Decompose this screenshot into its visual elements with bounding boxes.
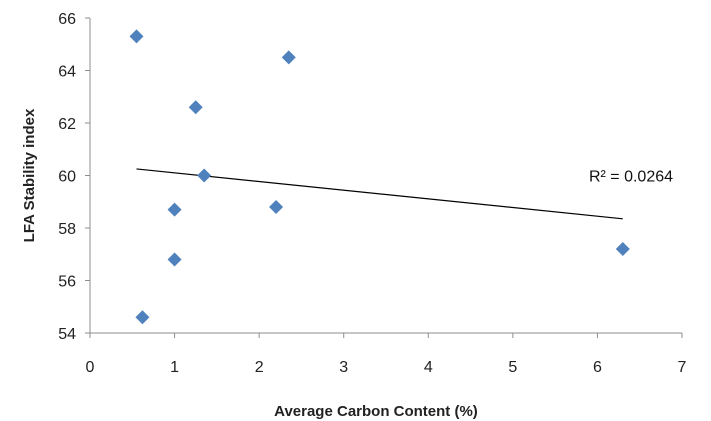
y-tick-label: 54 xyxy=(58,326,76,343)
x-tick-label: 7 xyxy=(678,359,687,376)
data-point xyxy=(188,100,203,115)
y-tick-label: 62 xyxy=(58,116,76,133)
x-tick-label: 0 xyxy=(86,359,95,376)
x-tick-label: 1 xyxy=(170,359,179,376)
r-squared-label: R² = 0.0264 xyxy=(589,169,673,186)
y-axis-ticks: 54 56 58 60 62 64 66 xyxy=(58,11,90,343)
x-tick-label: 5 xyxy=(508,359,517,376)
annotations: R² = 0.0264 xyxy=(589,169,673,186)
y-tick-label: 60 xyxy=(58,169,76,186)
y-tick-label: 66 xyxy=(58,11,76,28)
x-axis-ticks: 0 1 2 3 4 5 6 7 xyxy=(86,333,687,376)
data-point xyxy=(135,310,150,325)
data-point xyxy=(197,168,212,183)
y-tick-label: 64 xyxy=(58,64,76,81)
y-tick-label: 58 xyxy=(58,221,76,238)
x-tick-label: 2 xyxy=(255,359,264,376)
y-axis-title: LFA Stability index xyxy=(21,108,38,242)
data-point xyxy=(167,252,182,267)
y-tick-label: 56 xyxy=(58,274,76,291)
trendline-layer xyxy=(136,168,623,220)
x-tick-label: 3 xyxy=(339,359,348,376)
data-point xyxy=(269,200,284,214)
x-tick-label: 4 xyxy=(424,359,433,376)
data-point xyxy=(281,50,296,65)
x-tick-label: 6 xyxy=(593,359,602,376)
trendline xyxy=(136,168,623,220)
data-point xyxy=(167,202,182,217)
data-points xyxy=(129,29,630,325)
data-point xyxy=(129,29,144,44)
x-axis-title: Average Carbon Content (%) xyxy=(274,403,478,420)
data-point xyxy=(615,242,630,256)
